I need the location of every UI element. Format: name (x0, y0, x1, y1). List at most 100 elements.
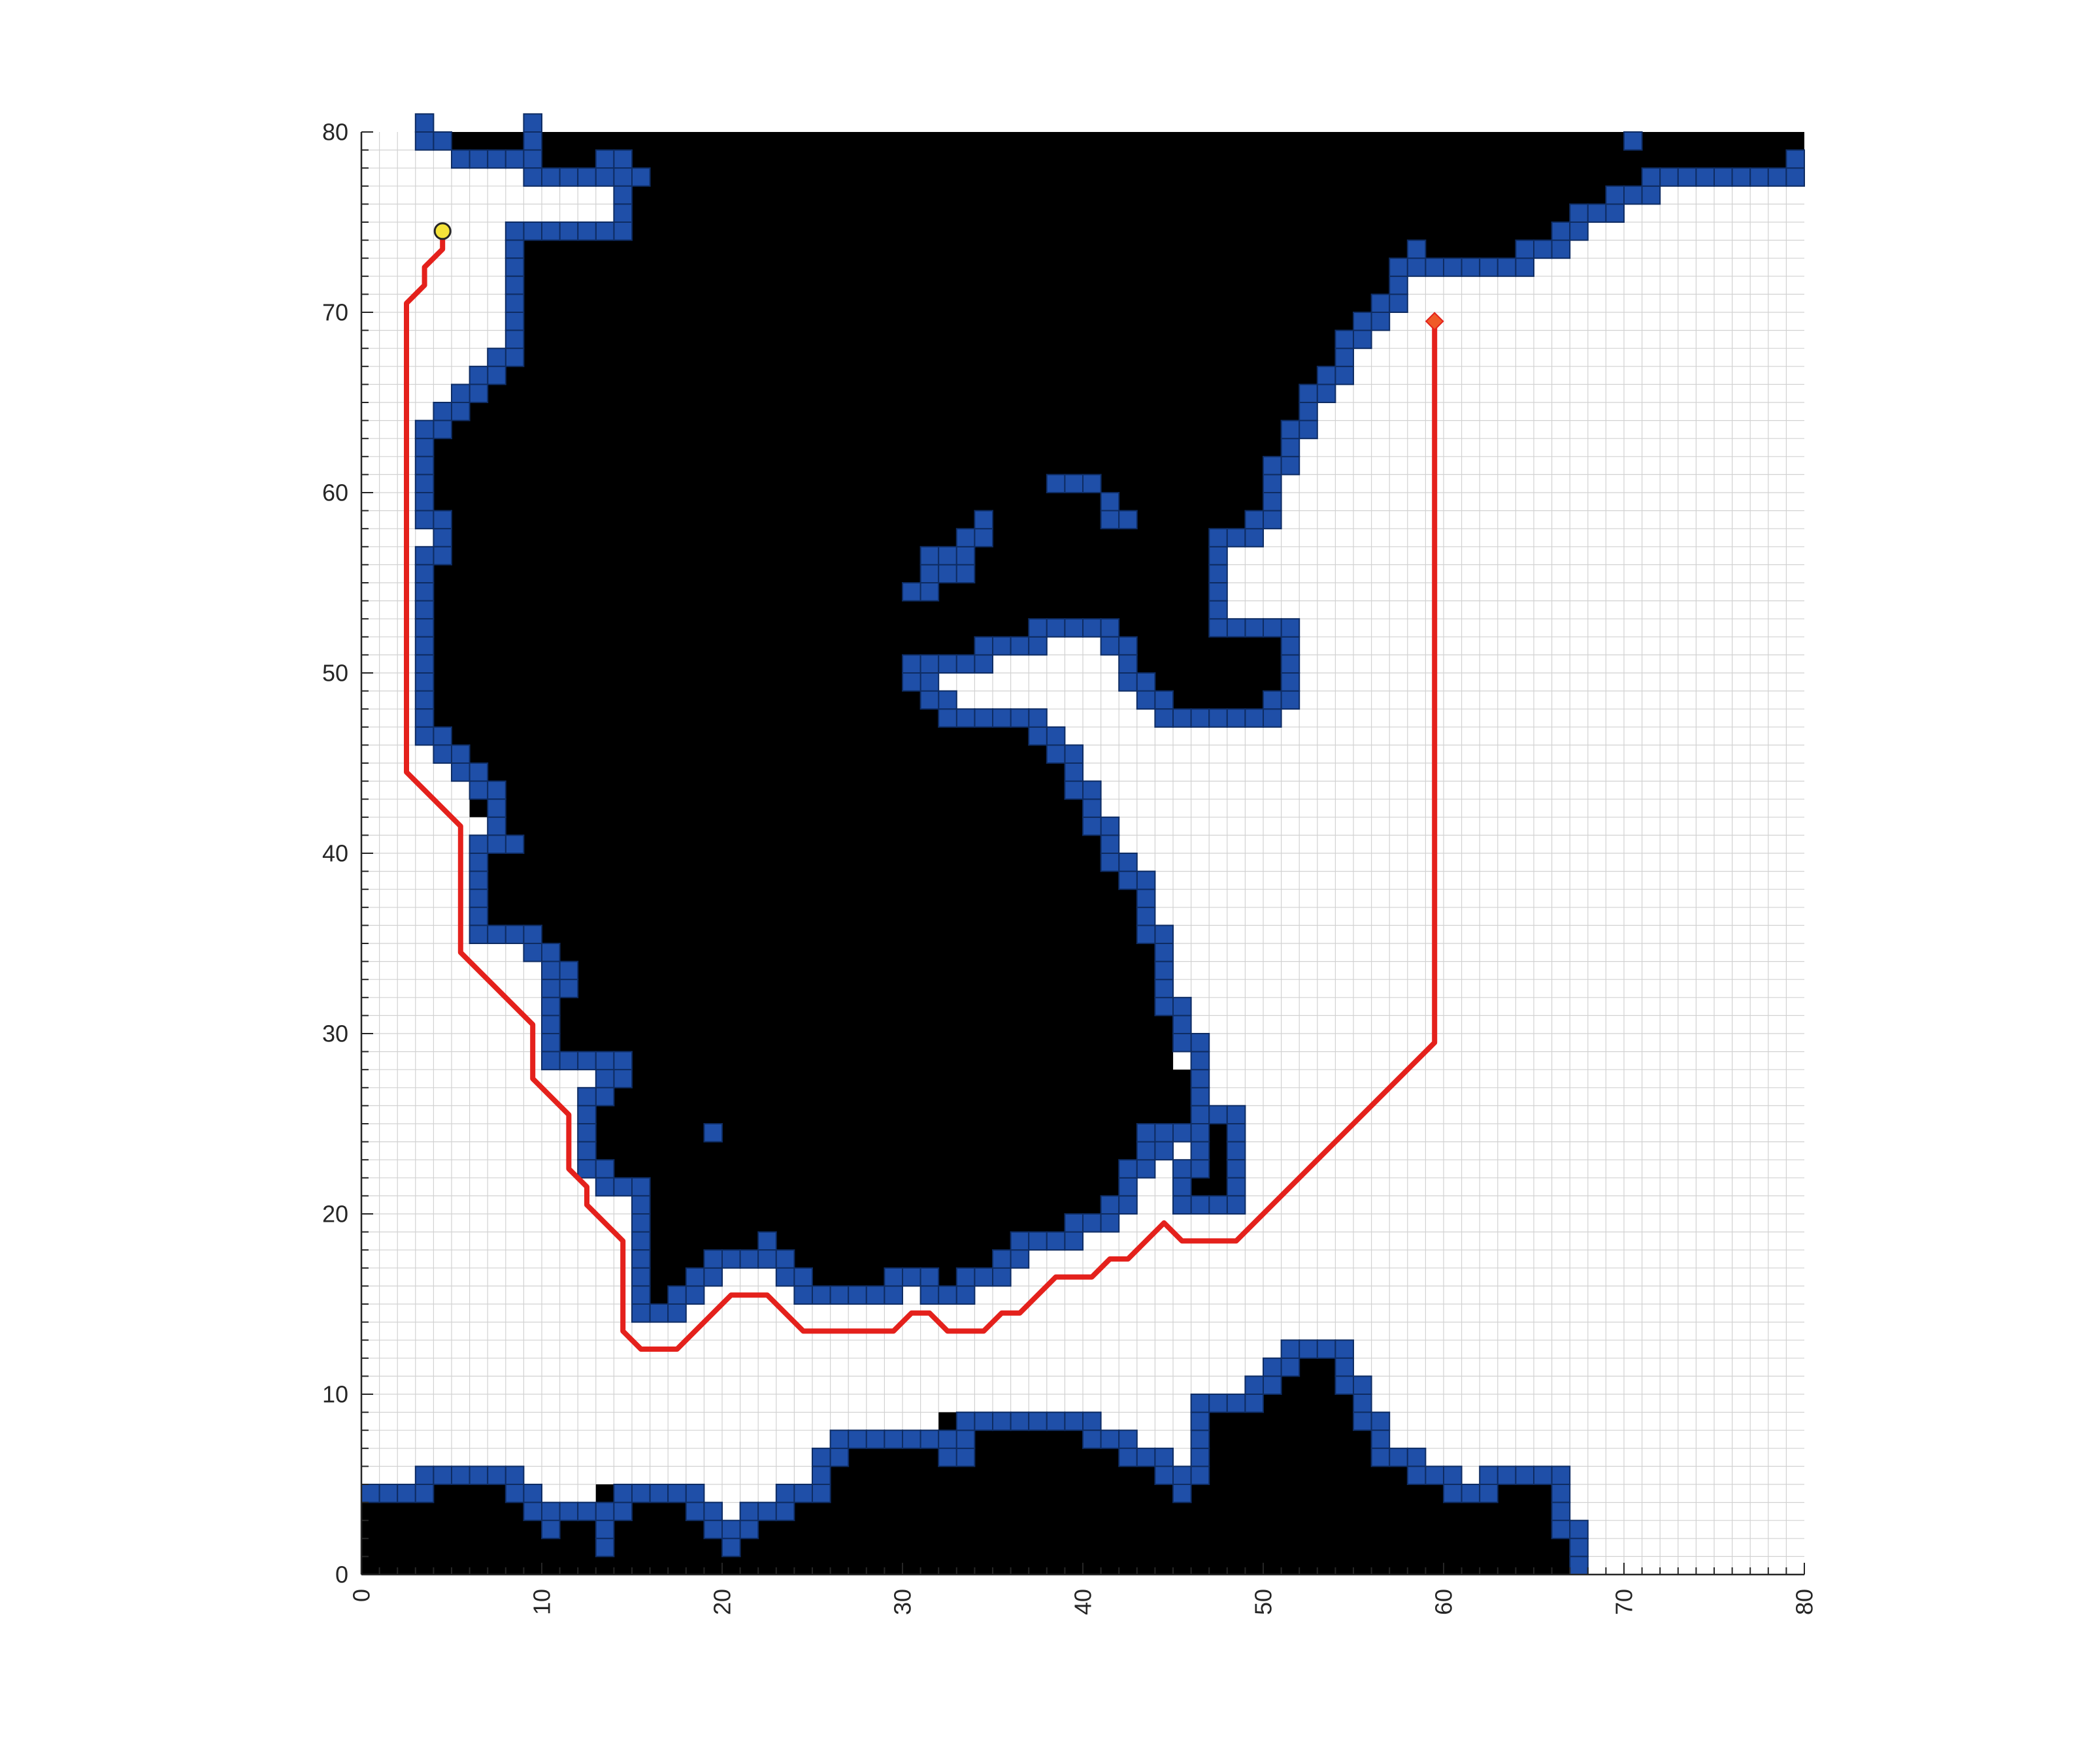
boundary-cell (955, 708, 976, 728)
boundary-cell (865, 1285, 886, 1305)
boundary-cell (1136, 1447, 1156, 1467)
boundary-cell (523, 131, 543, 151)
boundary-cell (505, 1484, 525, 1503)
boundary-cell (1190, 1123, 1210, 1143)
boundary-cell (1244, 1394, 1265, 1413)
boundary-cell (1316, 1339, 1336, 1359)
boundary-cell (433, 528, 453, 547)
boundary-cell (1263, 618, 1282, 638)
boundary-cell (469, 149, 489, 169)
boundary-cell (1479, 1484, 1498, 1503)
boundary-cell (1190, 1429, 1210, 1449)
boundary-cell (1244, 510, 1265, 530)
boundary-cell (1767, 167, 1787, 187)
boundary-cell (559, 221, 579, 241)
boundary-cell (613, 1069, 633, 1088)
boundary-cell (902, 1429, 921, 1449)
boundary-cell (469, 853, 489, 872)
boundary-cell (793, 1267, 814, 1287)
boundary-cell (1263, 708, 1282, 728)
boundary-cell (1353, 1375, 1372, 1395)
boundary-cell (1406, 239, 1427, 259)
boundary-cell (812, 1465, 831, 1485)
boundary-cell (1172, 1033, 1192, 1053)
boundary-cell (955, 564, 976, 584)
boundary-cell (487, 365, 506, 385)
boundary-cell (1046, 618, 1066, 638)
boundary-cell (505, 312, 525, 331)
boundary-cell (703, 1520, 723, 1539)
boundary-cell (1172, 1484, 1192, 1503)
y-tick-label: 70 (322, 299, 348, 326)
boundary-cell (414, 654, 435, 674)
boundary-cell (1136, 906, 1156, 926)
boundary-cell (1569, 203, 1589, 223)
boundary-cell (1154, 979, 1174, 998)
boundary-cell (631, 167, 651, 187)
boundary-cell (1497, 1465, 1517, 1485)
boundary-cell (721, 1249, 741, 1269)
boundary-cell (1749, 167, 1769, 187)
boundary-cell (523, 943, 543, 962)
boundary-cell (1263, 1375, 1282, 1395)
boundary-cell (793, 1285, 814, 1305)
x-tick-label: 20 (709, 1589, 736, 1615)
boundary-cell (974, 1267, 994, 1287)
boundary-cell (1226, 1123, 1246, 1143)
boundary-cell (1785, 167, 1805, 187)
boundary-cell (757, 1249, 777, 1269)
planned-path (404, 228, 1438, 1352)
boundary-cell (703, 1267, 723, 1287)
boundary-cell (1226, 1177, 1246, 1197)
boundary-cell (559, 979, 579, 998)
boundary-cell (757, 1501, 777, 1522)
boundary-cell (541, 1051, 561, 1071)
boundary-cell (1263, 510, 1282, 530)
boundary-cell (829, 1447, 850, 1467)
boundary-cell (1082, 618, 1102, 638)
boundary-cell (1100, 510, 1120, 530)
boundary-cell (1406, 1465, 1427, 1485)
boundary-cell (505, 257, 525, 277)
boundary-cell (1605, 185, 1625, 205)
goal-marker (1425, 312, 1444, 331)
boundary-cell (1497, 257, 1517, 277)
boundary-cell (1118, 654, 1138, 674)
boundary-cell (884, 1267, 904, 1287)
x-tick-label: 10 (529, 1589, 555, 1615)
boundary-cell (1208, 528, 1228, 547)
boundary-cell (631, 1484, 651, 1503)
boundary-cell (938, 690, 957, 710)
boundary-cell (414, 455, 435, 476)
boundary-cell (1082, 474, 1102, 494)
boundary-cell (1280, 636, 1300, 656)
boundary-cell (1641, 167, 1661, 187)
x-tick-label: 30 (889, 1589, 916, 1615)
boundary-cell (1515, 1465, 1534, 1485)
boundary-cell (1226, 1159, 1246, 1179)
boundary-cell (919, 1429, 940, 1449)
boundary-cell (451, 149, 471, 169)
boundary-cell (685, 1285, 705, 1305)
boundary-cell (1046, 1231, 1066, 1251)
boundary-cell (1731, 167, 1751, 187)
boundary-cell (505, 348, 525, 367)
boundary-cell (1677, 167, 1697, 187)
boundary-cell (541, 221, 561, 241)
boundary-cell (469, 365, 489, 385)
boundary-cell (919, 690, 940, 710)
boundary-cell (378, 1484, 399, 1503)
boundary-cell (1443, 257, 1463, 277)
y-tick-label: 20 (322, 1201, 348, 1228)
boundary-cell (1244, 1375, 1265, 1395)
boundary-cell (938, 1429, 957, 1449)
boundary-cell (703, 1123, 723, 1143)
boundary-cell (523, 1501, 543, 1522)
boundary-cell (613, 1484, 633, 1503)
boundary-cell (487, 798, 506, 818)
boundary-cell (577, 1141, 597, 1161)
boundary-cell (469, 1465, 489, 1485)
boundary-cell (1046, 474, 1066, 494)
boundary-cell (1082, 780, 1102, 800)
boundary-cell (685, 1267, 705, 1287)
